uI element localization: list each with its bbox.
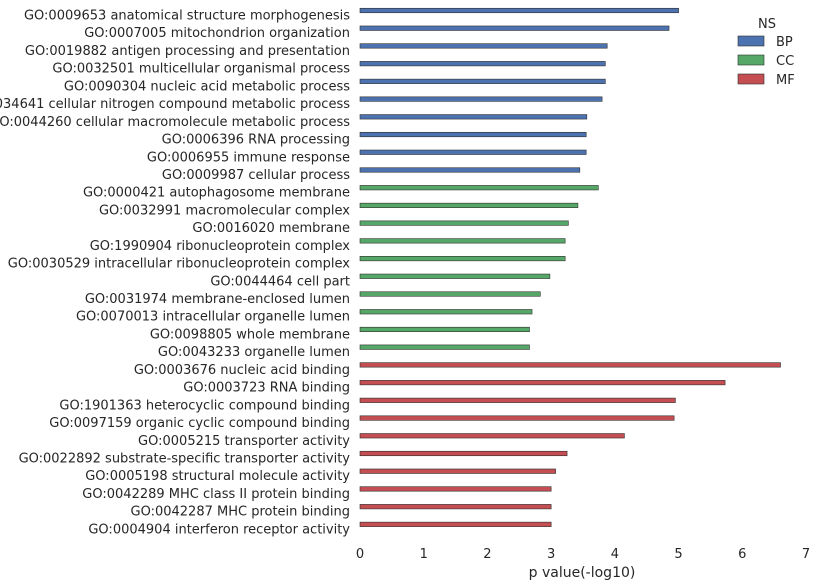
bar-mf bbox=[359, 415, 675, 421]
legend-label-cc: CC bbox=[776, 54, 794, 69]
category-label: GO:0000421 autophagosome membrane bbox=[83, 186, 350, 201]
category-label: GO:0009653 anatomical structure morphoge… bbox=[24, 9, 350, 24]
category-label: GO:0006396 RNA processing bbox=[162, 133, 350, 148]
bar-cc bbox=[359, 344, 530, 350]
category-label: GO:0003676 nucleic acid binding bbox=[134, 363, 350, 378]
category-label: GO:0005215 transporter activity bbox=[138, 434, 350, 449]
category-label: GO:0006955 immune response bbox=[147, 150, 350, 165]
bar-bp bbox=[359, 131, 587, 138]
x-tick-label: 5 bbox=[674, 547, 682, 562]
bar-cc bbox=[359, 326, 530, 333]
bar-cc bbox=[359, 185, 599, 191]
bar-cc bbox=[359, 256, 566, 262]
category-label: GO:0042289 MHC class II protein binding bbox=[82, 487, 350, 502]
category-label: GO:0032501 multicellular organismal proc… bbox=[52, 62, 350, 77]
category-label: GO:0044260 cellular macromolecule metabo… bbox=[0, 115, 350, 130]
legend-swatch-mf bbox=[737, 73, 765, 85]
category-label: GO:1990904 ribonucleoprotein complex bbox=[90, 239, 351, 254]
bar-mf bbox=[359, 468, 556, 474]
x-axis-label: p value(-log10) bbox=[529, 565, 636, 581]
x-tick-label: 0 bbox=[356, 547, 364, 562]
x-tick-label: 6 bbox=[738, 547, 746, 562]
category-label: GO:0016020 membrane bbox=[192, 221, 350, 236]
bar-bp bbox=[359, 96, 603, 102]
legend-swatch-cc bbox=[737, 54, 765, 66]
category-label: GO:0004904 interferon receptor activity bbox=[88, 522, 350, 537]
legend-title: NS bbox=[758, 17, 776, 32]
bar-cc bbox=[359, 309, 533, 315]
category-labels: GO:0009653 anatomical structure morphoge… bbox=[0, 9, 350, 538]
x-tick-label: 2 bbox=[483, 547, 491, 562]
x-axis-ticks: 0 1 2 3 4 5 6 7 bbox=[356, 547, 810, 562]
bar-bp bbox=[359, 7, 679, 14]
bars-layer bbox=[359, 7, 781, 527]
bar-cc bbox=[359, 291, 541, 297]
x-tick-label: 1 bbox=[420, 547, 428, 562]
bar-mf bbox=[359, 486, 552, 492]
category-label: GO:0005198 structural molecule activity bbox=[85, 469, 350, 484]
bar-mf bbox=[359, 433, 625, 439]
bar-bp bbox=[359, 167, 581, 173]
bar-cc bbox=[359, 220, 569, 226]
legend-label-mf: MF bbox=[776, 73, 795, 88]
bar-bp bbox=[359, 43, 608, 49]
bar-mf bbox=[359, 397, 676, 403]
category-label: GO:0009987 cellular process bbox=[162, 168, 350, 183]
category-label: GO:1901363 heterocyclic compound binding bbox=[59, 398, 350, 413]
bar-cc bbox=[359, 202, 579, 208]
bar-mf bbox=[359, 380, 726, 386]
category-label: GO:0031974 membrane-enclosed lumen bbox=[85, 292, 350, 307]
legend: NS BP CC MF bbox=[737, 17, 795, 88]
bar-cc bbox=[359, 238, 566, 244]
category-label: GO:0034641 cellular nitrogen compound me… bbox=[0, 97, 350, 112]
bar-mf bbox=[359, 450, 568, 457]
category-label: GO:0098805 whole membrane bbox=[150, 327, 350, 342]
category-label: GO:0097159 organic cyclic compound bindi… bbox=[49, 416, 350, 431]
bar-bp bbox=[359, 149, 587, 155]
bar-mf bbox=[359, 504, 552, 510]
x-tick-label: 7 bbox=[802, 547, 810, 562]
legend-label-bp: BP bbox=[776, 35, 793, 50]
category-label: GO:0030529 intracellular ribonucleoprote… bbox=[8, 257, 351, 272]
legend-swatch-bp bbox=[737, 35, 765, 47]
category-label: GO:0070013 intracellular organelle lumen bbox=[76, 310, 350, 325]
category-label: GO:0003723 RNA binding bbox=[183, 381, 350, 396]
category-label: GO:0090304 nucleic acid metabolic proces… bbox=[64, 79, 350, 94]
bar-mf bbox=[359, 362, 781, 368]
bar-cc bbox=[359, 273, 551, 279]
x-tick-label: 3 bbox=[547, 547, 555, 562]
bar-mf bbox=[359, 521, 552, 527]
bar-bp bbox=[359, 61, 606, 67]
bar-bp bbox=[359, 78, 606, 84]
category-label: GO:0032991 macromolecular complex bbox=[99, 203, 350, 218]
category-label: GO:0042287 MHC protein binding bbox=[131, 505, 351, 520]
category-label: GO:0007005 mitochondrion organization bbox=[84, 26, 350, 41]
bar-bp bbox=[359, 114, 588, 120]
x-tick-label: 4 bbox=[611, 547, 619, 562]
bar-bp bbox=[359, 25, 670, 31]
category-label: GO:0044464 cell part bbox=[210, 274, 350, 289]
category-label: GO:0019882 antigen processing and presen… bbox=[25, 44, 350, 59]
category-label: GO:0043233 organelle lumen bbox=[158, 345, 350, 360]
category-label: GO:0022892 substrate-specific transporte… bbox=[19, 452, 351, 467]
